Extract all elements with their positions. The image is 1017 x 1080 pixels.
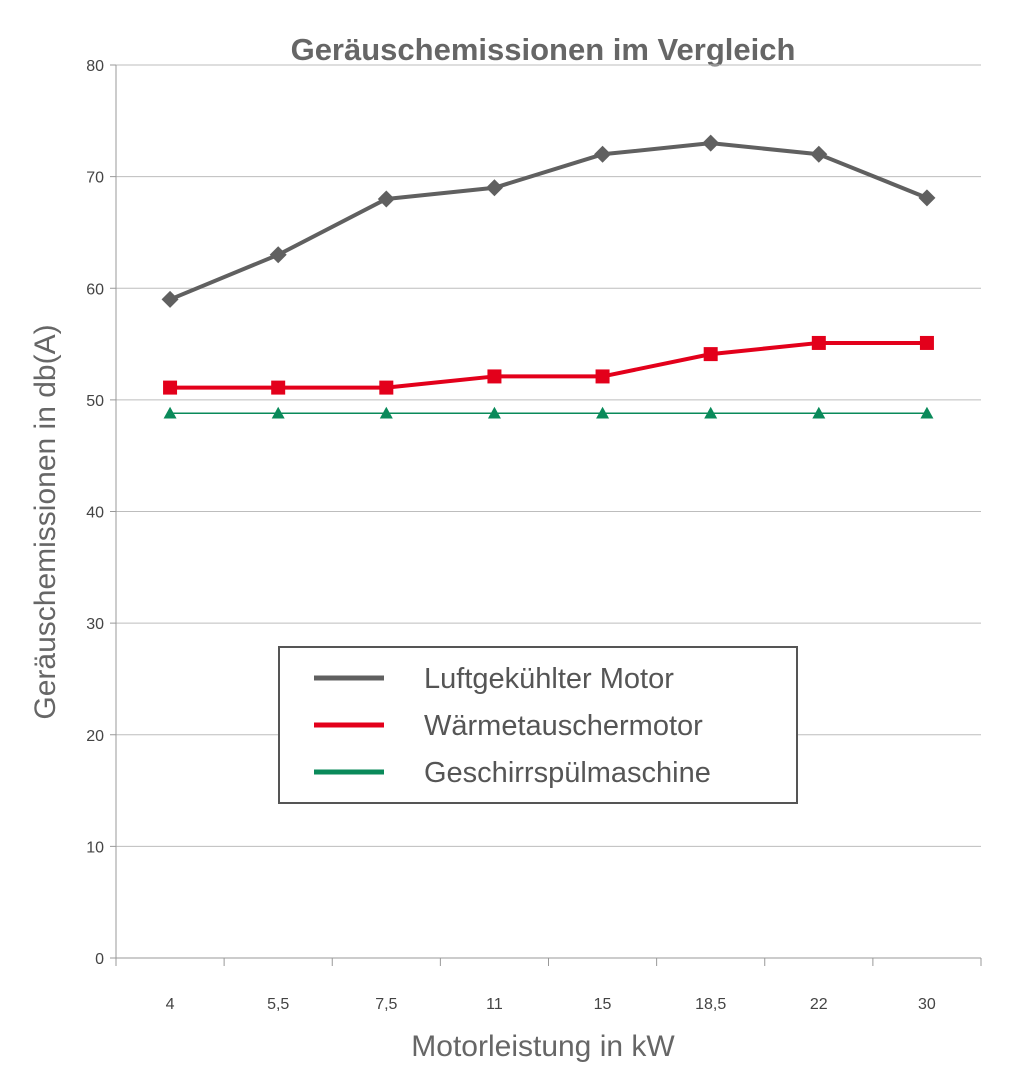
- data-point-square: [703, 347, 718, 362]
- x-tick-label: 22: [810, 996, 828, 1013]
- data-point-square: [379, 380, 394, 395]
- chart-title: Geräuschemissionen im Vergleich: [291, 32, 796, 67]
- series-line: [170, 340, 927, 390]
- legend: Luftgekühlter Motor Wärmetauschermotor Ges…: [278, 646, 798, 804]
- x-tick-label: 5,5: [267, 996, 289, 1013]
- data-point-triangle: [271, 406, 285, 419]
- data-point-diamond: [161, 290, 179, 308]
- y-tick-label: 60: [86, 281, 104, 298]
- data-point-triangle: [163, 406, 177, 419]
- data-point-diamond: [810, 145, 828, 163]
- data-point-triangle: [596, 406, 610, 419]
- x-tick-label: 11: [486, 996, 503, 1013]
- data-point-diamond: [377, 190, 395, 208]
- data-point-diamond: [918, 189, 936, 207]
- data-point-triangle: [920, 406, 934, 419]
- grid-lines: [110, 64, 981, 959]
- series-group: [161, 134, 936, 419]
- data-point-diamond: [485, 179, 503, 197]
- y-tick-label: 70: [86, 170, 104, 187]
- data-point-triangle: [812, 406, 826, 419]
- data-point-square: [811, 335, 826, 350]
- data-point-square: [163, 380, 178, 395]
- data-point-triangle: [379, 406, 393, 419]
- legend-label: Geschirrspülmaschine: [424, 757, 711, 789]
- x-tick-label: 4: [166, 996, 175, 1013]
- data-point-triangle: [704, 406, 718, 419]
- y-tick-label: 80: [86, 58, 104, 75]
- data-point-square: [595, 369, 610, 384]
- y-tick-label: 10: [86, 839, 104, 856]
- legend-label: Luftgekühlter Motor: [424, 663, 674, 695]
- x-tick-label: 18,5: [695, 996, 726, 1013]
- x-tick-label: 15: [594, 996, 612, 1013]
- y-tick-label: 0: [95, 951, 104, 968]
- series-1: [163, 335, 934, 395]
- series-2: [163, 406, 934, 419]
- data-point-diamond: [269, 246, 287, 264]
- y-tick-label: 40: [86, 505, 104, 522]
- x-tick-label: 7,5: [375, 996, 397, 1013]
- data-point-square: [271, 380, 286, 395]
- x-tick-label: 30: [918, 996, 936, 1013]
- y-axis-label: Geräuschemissionen in db(A): [29, 324, 62, 719]
- data-point-square: [919, 335, 934, 350]
- x-axis-label: Motorleistung in kW: [411, 1030, 675, 1063]
- x-tick-labels: 4 5,5 7,5 11 15 18,5 22 30: [166, 996, 936, 1013]
- legend-label: Wärmetauschermotor: [424, 710, 703, 742]
- data-point-diamond: [594, 145, 612, 163]
- series-line: [169, 141, 928, 302]
- data-point-triangle: [487, 406, 501, 419]
- y-tick-label: 20: [86, 728, 104, 745]
- data-point-square: [487, 369, 502, 384]
- series-0: [161, 134, 936, 308]
- y-tick-labels: 0 10 20 30 40 50 60 70 80: [86, 58, 104, 968]
- y-tick-label: 30: [86, 616, 104, 633]
- axes: [115, 65, 982, 966]
- y-tick-label: 50: [86, 393, 104, 410]
- data-point-diamond: [702, 134, 720, 152]
